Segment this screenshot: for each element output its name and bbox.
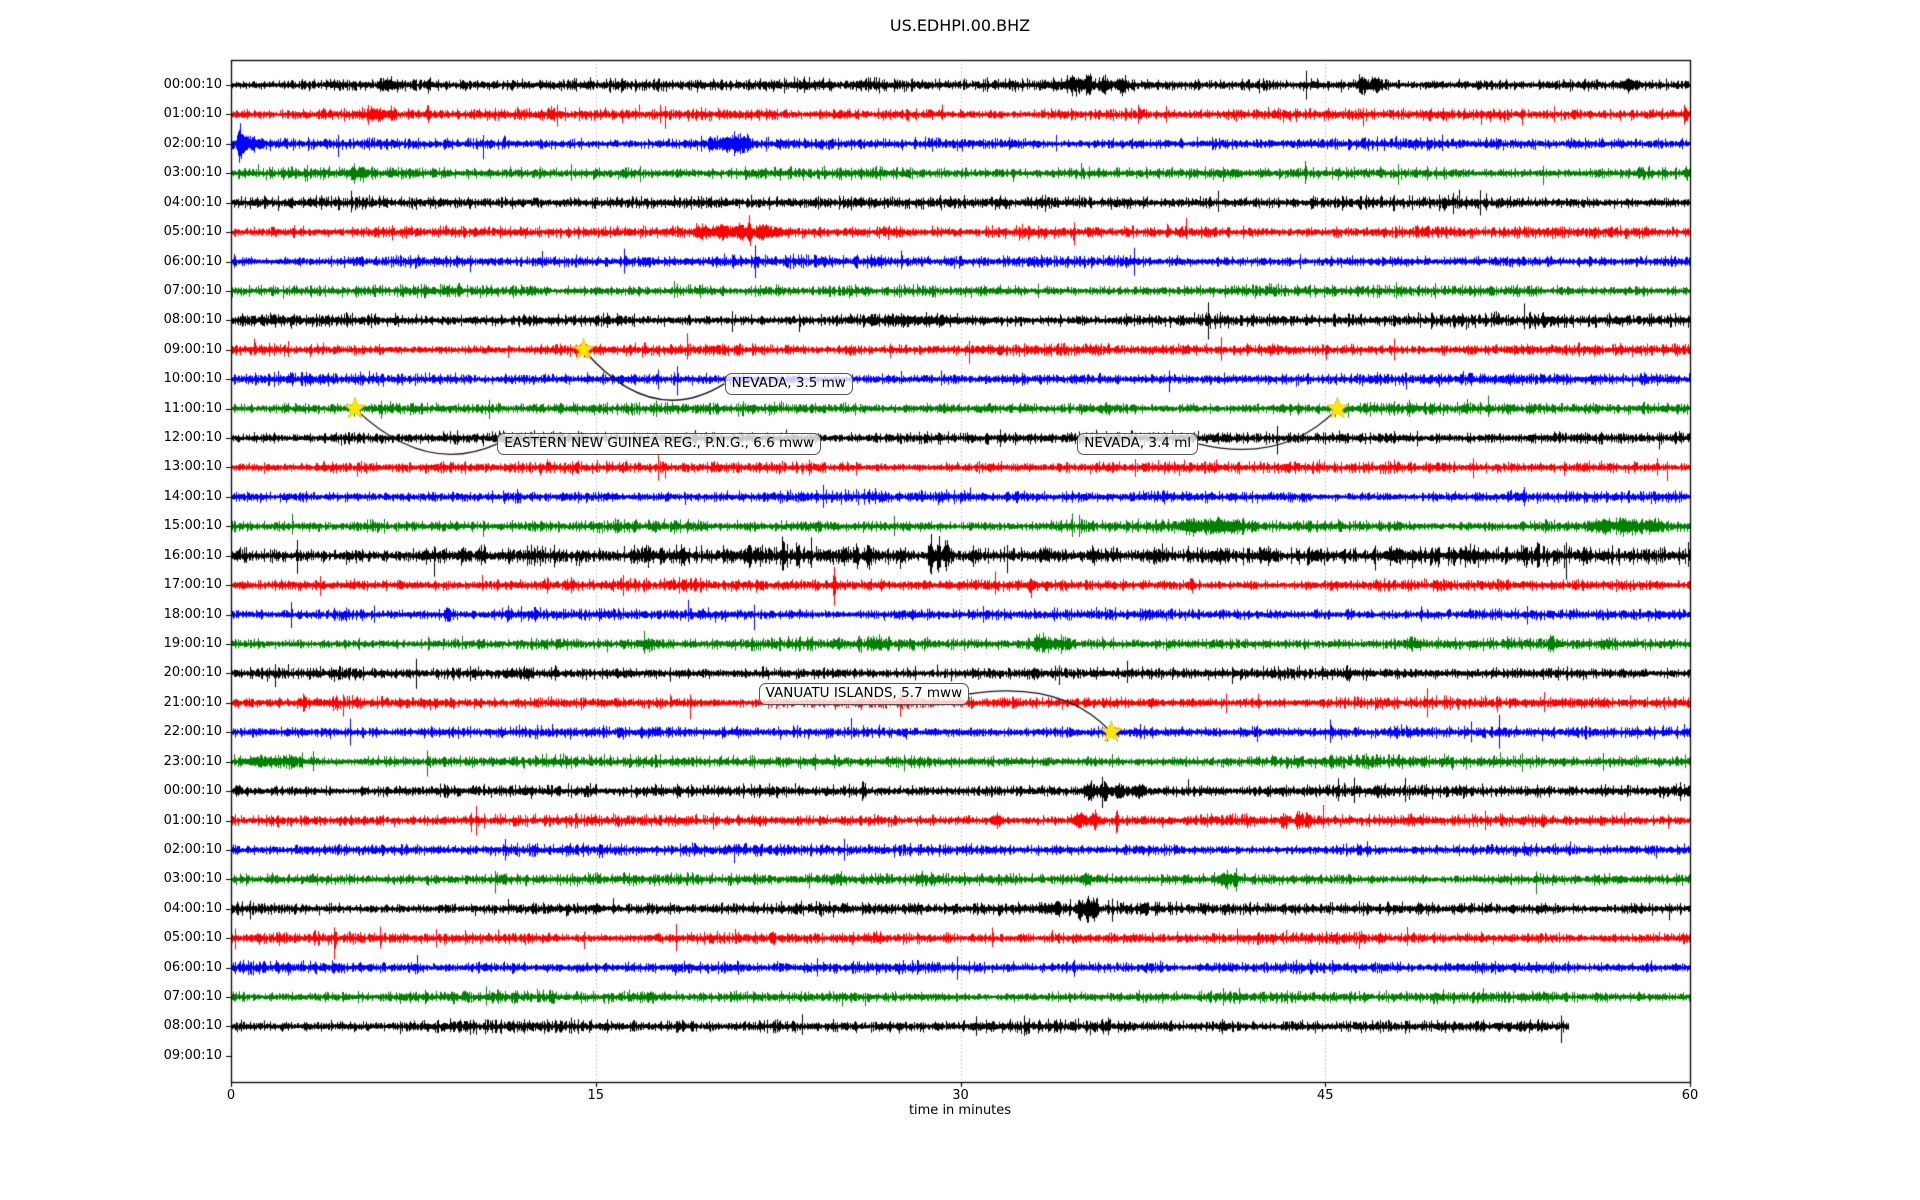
trace-time-label: 00:00:10 bbox=[163, 77, 222, 92]
minute-tick-label: 15 bbox=[587, 1088, 605, 1103]
trace-time-label: 08:00:10 bbox=[163, 1018, 222, 1034]
event-annotation-label: NEVADA, 3.4 ml bbox=[1077, 432, 1199, 455]
trace-time-label: 10:00:10 bbox=[163, 371, 222, 387]
trace-time-label: 03:00:10 bbox=[163, 165, 222, 181]
trace-time-label: 23:00:10 bbox=[163, 753, 222, 769]
trace-time-label: 02:00:10 bbox=[163, 135, 222, 151]
trace-time-label: 05:00:10 bbox=[163, 224, 222, 240]
trace-time-label: 18:00:10 bbox=[163, 606, 222, 622]
minute-tick-label: 0 bbox=[226, 1088, 236, 1103]
trace-time-label: 21:00:10 bbox=[163, 694, 222, 710]
trace-time-label: 06:00:10 bbox=[163, 253, 222, 269]
trace-time-label: 14:00:10 bbox=[163, 488, 222, 504]
trace-time-label: 05:00:10 bbox=[163, 930, 222, 946]
event-annotation-label: VANUATU ISLANDS, 5.7 mww bbox=[758, 682, 970, 705]
trace-time-label: 04:00:10 bbox=[163, 900, 222, 916]
minute-tick-label: 60 bbox=[1681, 1088, 1699, 1103]
trace-time-label: 07:00:10 bbox=[163, 989, 222, 1005]
trace-time-label: 01:00:10 bbox=[163, 812, 222, 828]
trace-time-label: 22:00:10 bbox=[163, 724, 222, 740]
trace-time-label: 15:00:10 bbox=[163, 518, 222, 534]
trace-time-label: 00:00:10 bbox=[163, 783, 222, 799]
trace-time-label: 07:00:10 bbox=[163, 282, 222, 298]
minute-tick-label: 30 bbox=[952, 1088, 969, 1103]
event-annotation-label: EASTERN NEW GUINEA REG., P.N.G., 6.6 mww bbox=[497, 432, 822, 455]
trace-time-label: 02:00:10 bbox=[163, 841, 222, 857]
trace-time-label: 08:00:10 bbox=[163, 312, 222, 328]
minute-tick-label: 45 bbox=[1316, 1088, 1334, 1103]
trace-time-label: 20:00:10 bbox=[163, 665, 222, 681]
event-annotation-label: NEVADA, 3.5 mw bbox=[724, 372, 853, 395]
trace-time-label: 16:00:10 bbox=[163, 547, 222, 563]
trace-time-label: 19:00:10 bbox=[163, 635, 222, 651]
trace-time-label: 01:00:10 bbox=[163, 106, 222, 122]
trace-time-label: 09:00:10 bbox=[163, 1047, 222, 1063]
trace-time-label: 04:00:10 bbox=[163, 194, 222, 210]
trace-time-label: 06:00:10 bbox=[163, 959, 222, 975]
x-axis-label: time in minutes bbox=[908, 1103, 1012, 1118]
trace-time-label: 17:00:10 bbox=[163, 577, 222, 593]
trace-time-label: 11:00:10 bbox=[163, 400, 222, 416]
trace-time-label: 13:00:10 bbox=[163, 459, 222, 475]
trace-time-label: 09:00:10 bbox=[163, 341, 222, 357]
trace-time-label: 03:00:10 bbox=[163, 871, 222, 887]
trace-time-label: 12:00:10 bbox=[163, 430, 222, 446]
